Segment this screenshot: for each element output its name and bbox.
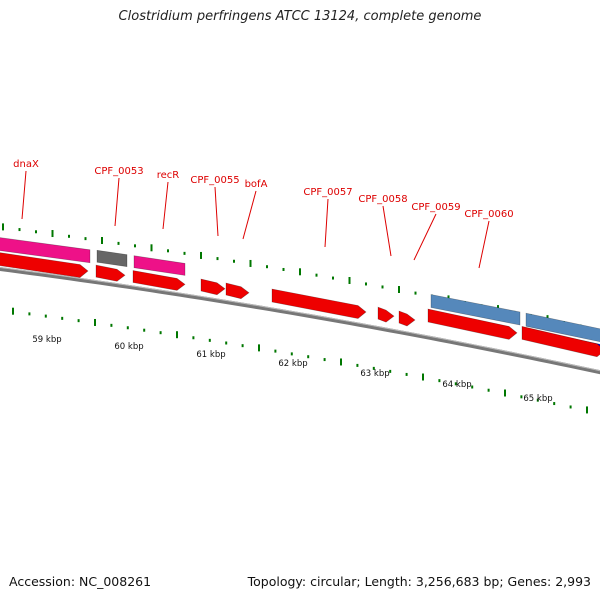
gene-label: CPF_0059 [411, 202, 460, 213]
gene-label-leader [21, 170, 27, 220]
gene-label: recR [157, 170, 180, 181]
scale-label: 62 kbp [278, 359, 307, 369]
gene-label-leader [413, 213, 437, 261]
cds-arrow [132, 270, 186, 291]
gene-label: dnaX [13, 159, 39, 170]
scale-label: 60 kbp [114, 342, 143, 352]
cds-arrow [95, 264, 126, 282]
backbone-highlight [0, 266, 600, 372]
gene-box-recr [133, 255, 186, 276]
gene-label-leader [214, 186, 219, 237]
gene-label: CPF_0057 [303, 187, 352, 198]
backbone [0, 266, 600, 375]
scale-label: 65 kbp [523, 394, 552, 404]
accession-text: Accession: NC_008261 [9, 574, 152, 589]
cds-arrow [0, 252, 89, 278]
scale-label: 63 kbp [360, 369, 389, 379]
gene-label: CPF_0055 [190, 175, 239, 186]
cds-arrow [200, 278, 226, 296]
gene-label: CPF_0058 [358, 194, 407, 205]
gene-label-leader [162, 181, 169, 230]
gene-box-cpf0060 [430, 294, 521, 326]
cds-arrow [521, 326, 600, 358]
cds-arrow [225, 282, 250, 300]
cds-arrow [377, 306, 395, 323]
genome-summary: Topology: circular; Length: 3,256,683 bp… [247, 574, 591, 589]
gene-label: bofA [245, 179, 268, 190]
gene-label: CPF_0053 [94, 166, 143, 177]
gene-label-leader [242, 190, 257, 240]
cds-arrow [398, 310, 416, 327]
scale-label: 64 kbp [442, 380, 471, 390]
cds-arrow [271, 288, 367, 319]
gene-box-next [525, 312, 600, 343]
gene-label-leader [382, 205, 392, 257]
cds-arrow [427, 308, 518, 340]
gene-label-leader [478, 220, 490, 269]
scale-label: 61 kbp [196, 350, 225, 360]
gene-label-leader [114, 177, 120, 227]
gene-label-leader [324, 198, 329, 248]
scale-label: 59 kbp [32, 335, 61, 345]
gene-box-cpf0053 [96, 249, 128, 267]
gene-box-dnax [0, 237, 91, 264]
gene-label: CPF_0060 [464, 209, 513, 220]
page-title: Clostridium perfringens ATCC 13124, comp… [118, 9, 482, 24]
